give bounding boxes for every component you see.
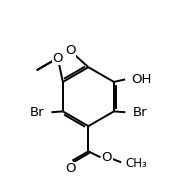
Text: CH₃: CH₃ xyxy=(125,157,147,170)
Text: OH: OH xyxy=(132,73,152,86)
Text: O: O xyxy=(53,51,63,65)
Text: O: O xyxy=(65,162,76,175)
Text: Br: Br xyxy=(132,106,147,119)
Text: O: O xyxy=(65,44,75,57)
Text: O: O xyxy=(102,151,112,164)
Text: Br: Br xyxy=(30,106,44,119)
